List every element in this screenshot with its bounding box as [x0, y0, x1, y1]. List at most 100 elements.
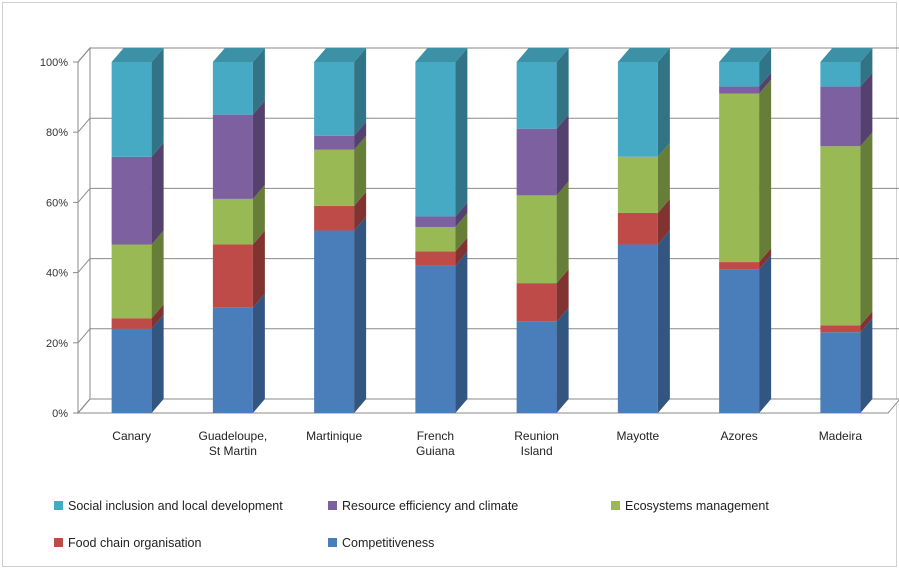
bar-top [314, 48, 367, 62]
bar-side [657, 48, 670, 157]
bar-side [252, 293, 265, 413]
bar-segment [314, 48, 367, 136]
y-tick-label: 20% [46, 338, 68, 350]
bar-side [759, 255, 772, 413]
bar-side [354, 48, 367, 136]
gridline-diag [77, 328, 91, 344]
bar-front [617, 212, 658, 245]
bar-front [415, 216, 456, 227]
bar-side [860, 311, 873, 333]
bar-segment [617, 198, 670, 245]
bar-front [415, 251, 456, 266]
bar-segment [719, 255, 772, 413]
x-tick-label-line: Guadeloupe, [199, 429, 268, 443]
legend-item: Ecosystems management [611, 499, 769, 513]
bar-segment [212, 293, 265, 413]
x-tick-label-line: Reunion [514, 429, 559, 443]
legend-item: Social inclusion and local development [54, 499, 283, 513]
gridline-diag [77, 47, 91, 63]
legend-label: Resource efficiency and climate [342, 499, 518, 513]
bar-segment [212, 48, 265, 115]
bar-segment [719, 79, 772, 263]
gridline-diag [77, 398, 91, 414]
bar-front [516, 321, 557, 413]
bar-side [151, 48, 164, 157]
legend-item: Resource efficiency and climate [328, 499, 518, 513]
bar-segment [314, 135, 367, 206]
bar-front [212, 198, 253, 245]
bar-front [111, 156, 152, 245]
bar-segment [415, 212, 468, 252]
bar-front [314, 62, 355, 136]
bar-side [860, 318, 873, 413]
bar-side [657, 198, 670, 245]
bar-front [314, 149, 355, 206]
bar-front [415, 265, 456, 413]
bar-side [455, 48, 468, 217]
x-tick-label: Mayotte [617, 429, 660, 443]
bar-stack [719, 48, 772, 413]
bar-segment [314, 216, 367, 413]
y-tick-label: 100% [40, 57, 68, 69]
legend-label: Competitiveness [342, 536, 434, 550]
bar-side [354, 135, 367, 206]
legend-label: Food chain organisation [68, 536, 201, 550]
legend: Social inclusion and local development Re… [54, 499, 769, 550]
bar-front [719, 62, 760, 87]
bar-front [212, 62, 253, 115]
x-tick-label-line: Madeira [819, 429, 863, 443]
bar-top [415, 48, 468, 62]
bar-side [860, 132, 873, 326]
bar-front [111, 328, 152, 413]
bar-side [252, 184, 265, 245]
bar-front [820, 332, 861, 413]
bar-segment [111, 48, 164, 157]
bar-front [617, 244, 658, 413]
x-tick-label-line: Island [521, 444, 553, 458]
bar-segment [516, 307, 569, 413]
legend-swatch [54, 538, 63, 547]
bar-segment [820, 132, 873, 326]
bar-stack [314, 48, 367, 413]
bar-front [314, 135, 355, 150]
bar-side [151, 230, 164, 319]
bar-front [111, 318, 152, 329]
bar-top [516, 48, 569, 62]
bar-front [516, 283, 557, 322]
bar-stack [415, 48, 468, 413]
bar-segment [111, 304, 164, 329]
bar-front [212, 307, 253, 413]
bar-front [212, 114, 253, 199]
bar-segment [516, 48, 569, 129]
bar-segment [719, 48, 772, 87]
bar-side [657, 230, 670, 413]
y-tick-label: 60% [46, 197, 68, 209]
bar-stack [212, 48, 265, 413]
bar-segment [415, 251, 468, 413]
y-tick-label: 40% [46, 268, 68, 280]
bar-front [820, 62, 861, 87]
floor [76, 398, 899, 414]
legend-swatch [328, 501, 337, 510]
bar-segment [617, 48, 670, 157]
x-tick-label: Azores [720, 429, 757, 443]
bar-front [516, 195, 557, 284]
bar-front [516, 128, 557, 196]
bar-front [617, 62, 658, 157]
bar-front [719, 93, 760, 263]
bar-side [759, 79, 772, 263]
gridline-diag [77, 117, 91, 133]
x-tick-label-line: French [417, 429, 454, 443]
bar-segment [415, 202, 468, 227]
y-tick-label: 0% [52, 408, 68, 420]
bar-side [354, 191, 367, 231]
bar-segment [719, 248, 772, 270]
bar-segment [719, 72, 772, 94]
bar-segment [314, 121, 367, 150]
bar-side [455, 251, 468, 413]
bar-side [354, 216, 367, 413]
bars [111, 48, 873, 413]
bar-side [252, 100, 265, 199]
bar-segment [212, 230, 265, 308]
